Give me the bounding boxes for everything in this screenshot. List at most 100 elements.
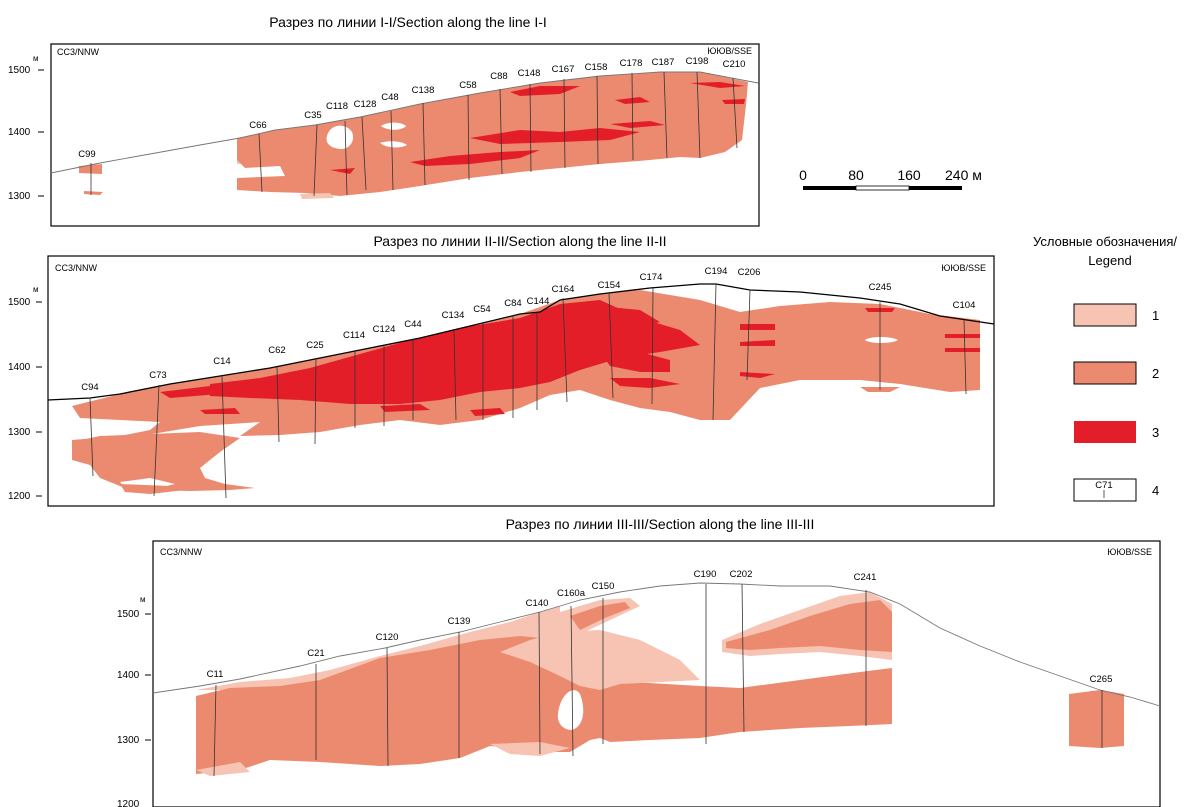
section-1-tick-1300: 1300 — [8, 191, 31, 202]
well-label: C21 — [307, 648, 324, 659]
legend-swatch-1 — [1073, 303, 1137, 327]
section-1-tick-1400: 1400 — [8, 127, 31, 138]
well-label: C140 — [526, 598, 549, 609]
legend-number-1: 1 — [1152, 308, 1159, 323]
section-3-right-direction: ЮЮВ/SSE — [1107, 547, 1152, 557]
section-1-tick-1500: 1500 — [8, 65, 31, 76]
section-2-tick-1200: 1200 — [8, 491, 31, 502]
section-1-unit: м — [33, 54, 39, 63]
well-label: C44 — [404, 319, 421, 330]
section-1: Разрез по линии I-I/Section along the li… — [8, 14, 760, 227]
well-label: C84 — [504, 298, 521, 309]
section-3-axis-ticks — [145, 613, 151, 741]
section-3-unit: м — [140, 595, 146, 604]
section-2-right-direction: ЮЮВ/SSE — [941, 263, 986, 273]
well-label: C194 — [705, 266, 728, 277]
section-2-well-labels: C94 C73 C14 C62 C25 C114 C124 C44 C134 C… — [81, 266, 975, 393]
well-label: C134 — [442, 310, 465, 321]
well-label: C11 — [207, 669, 224, 680]
well-label: C48 — [381, 92, 398, 103]
section-2-tick-1300: 1300 — [8, 427, 31, 438]
section-1-frame — [50, 43, 760, 227]
section-2-left-direction: СС3/NNW — [55, 263, 98, 273]
section-1-right-direction: ЮЮВ/SSE — [707, 46, 752, 56]
well-label: C139 — [448, 616, 471, 627]
section-3-tick-1300: 1300 — [117, 735, 140, 746]
well-label: C25 — [306, 340, 323, 351]
scale-label-0: 0 — [799, 167, 807, 183]
section-1-left-direction: СС3/NNW — [57, 47, 100, 57]
legend-swatch-2 — [1073, 361, 1137, 385]
well-label: C73 — [149, 370, 166, 381]
section-3-topography-line — [152, 582, 1161, 707]
well-label: C124 — [373, 324, 396, 335]
section-3-tick-1200: 1200 — [117, 799, 140, 807]
section-1-topography-line — [50, 71, 759, 174]
legend-number-3: 3 — [1152, 425, 1159, 440]
scale-label-240: 240 м — [945, 167, 982, 183]
well-label: C154 — [598, 280, 621, 291]
section-3-frame — [152, 540, 1161, 807]
well-label: C241 — [854, 572, 877, 583]
section-2-wells — [89, 283, 967, 499]
well-label: C160a — [557, 588, 586, 599]
section-2-axis-ticks — [36, 301, 42, 497]
section-3-ore-bodies — [196, 592, 1124, 776]
scale-label-80: 80 — [848, 167, 864, 183]
well-label: C144 — [527, 296, 550, 307]
well-label: C14 — [213, 356, 230, 367]
section-3-tick-1400: 1400 — [117, 670, 140, 681]
well-label: C54 — [473, 304, 490, 315]
well-label: C210 — [723, 59, 746, 70]
section-3-left-direction: СС3/NNW — [160, 547, 203, 557]
well-label: C164 — [552, 284, 575, 295]
well-label: C94 — [81, 382, 98, 393]
well-label: C62 — [268, 345, 285, 356]
scale-bar: 0 80 160 240 м — [799, 167, 982, 191]
well-label: C128 — [354, 99, 377, 110]
legend-number-2: 2 — [1152, 366, 1159, 381]
legend-swatch-3 — [1074, 421, 1136, 443]
section-3-well-labels: C11 C21 C120 C139 C140 C160a C150 C190 C… — [207, 569, 1113, 685]
legend-title-line-1: Условные обозначения/ — [1033, 234, 1177, 249]
well-label: C58 — [459, 80, 476, 91]
legend: Условные обозначения/ Legend 1 2 3 C71 4 — [1033, 234, 1177, 502]
legend-title-line-2: Legend — [1088, 253, 1131, 268]
section-3: Разрез по линии III-III/Section along th… — [117, 516, 1161, 807]
section-2-title: Разрез по линии II-II/Section along the … — [373, 233, 666, 249]
well-label: C167 — [552, 64, 575, 75]
well-label: C88 — [490, 71, 507, 82]
section-1-wells — [90, 71, 738, 197]
well-label: C198 — [686, 56, 709, 67]
well-label: C150 — [592, 581, 615, 592]
section-3-tick-1500: 1500 — [117, 609, 140, 620]
legend-swatch-4 — [1073, 478, 1137, 502]
well-label: C206 — [738, 267, 761, 278]
section-3-title: Разрез по линии III-III/Section along th… — [506, 516, 815, 532]
well-label: C178 — [620, 58, 643, 69]
section-2-frame — [47, 255, 995, 507]
well-label: C265 — [1090, 674, 1113, 685]
section-1-title: Разрез по линии I-I/Section along the li… — [269, 14, 547, 30]
well-label: C174 — [640, 272, 663, 283]
well-label: C66 — [249, 120, 266, 131]
well-label: C120 — [376, 632, 399, 643]
legend-well-sample-label: C71 — [1095, 480, 1112, 491]
well-label: C104 — [953, 300, 976, 311]
well-label: C202 — [730, 569, 753, 580]
well-label: C158 — [585, 62, 608, 73]
section-2-tick-1400: 1400 — [8, 362, 31, 373]
well-label: C35 — [304, 110, 321, 121]
section-2-tick-1500: 1500 — [8, 297, 31, 308]
well-label: C138 — [412, 85, 435, 96]
scale-label-160: 160 — [897, 167, 921, 183]
well-label: C148 — [518, 68, 541, 79]
well-label: C118 — [326, 101, 348, 112]
well-label: C245 — [869, 282, 892, 293]
well-label: C99 — [78, 149, 95, 160]
section-2-unit: м — [33, 285, 39, 294]
legend-number-4: 4 — [1152, 483, 1159, 498]
section-2-ore-bodies — [72, 290, 980, 494]
section-2-topography-line — [47, 283, 995, 401]
